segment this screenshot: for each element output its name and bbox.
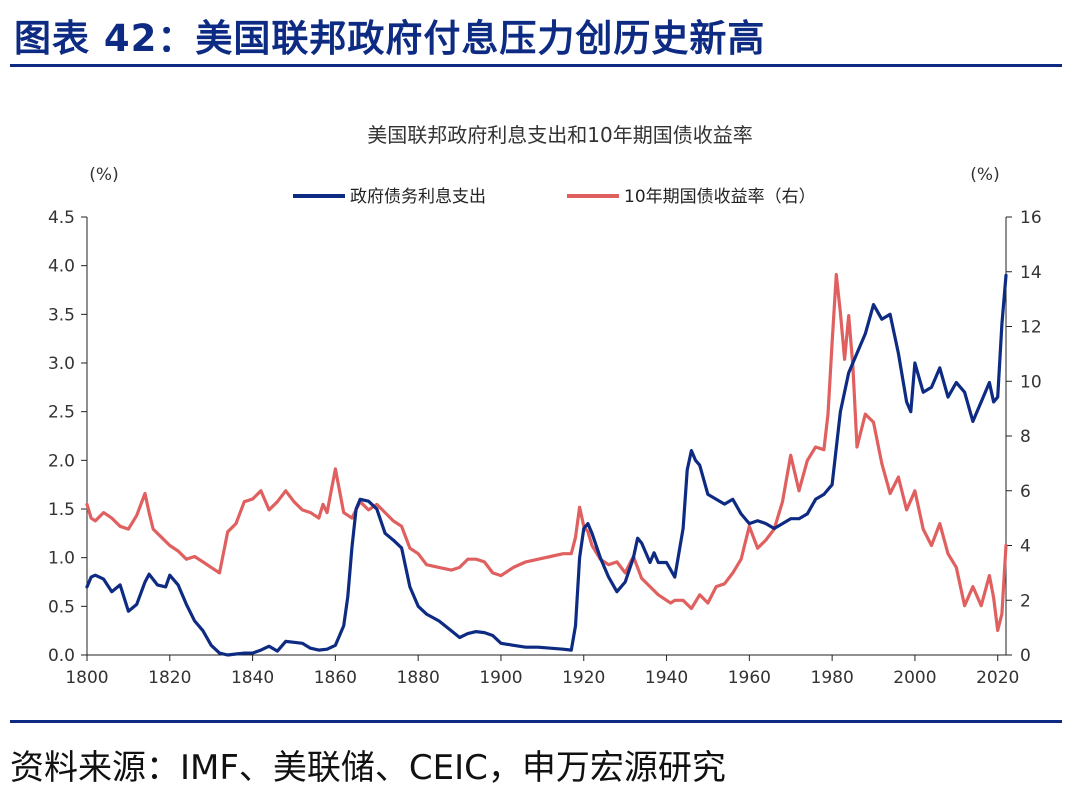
legend: 政府债务利息支出 10年期国债收益率（右） xyxy=(293,187,816,207)
series-line-treasury-yield xyxy=(85,272,1008,632)
right-axis-tick-label: 6 xyxy=(1020,482,1031,502)
figure-title: 图表 42：美国联邦政府付息压力创历史新高 xyxy=(14,17,766,60)
x-axis-tick-label: 1980 xyxy=(811,668,854,688)
left-axis-unit: (%) xyxy=(89,165,118,185)
right-axis-tick-label: 10 xyxy=(1020,372,1042,392)
legend-label-yield: 10年期国债收益率（右） xyxy=(624,187,816,207)
series-layer xyxy=(85,272,1008,657)
x-axis-tick-label: 1920 xyxy=(562,668,605,688)
x-axis-tick-label: 1940 xyxy=(645,668,688,688)
right-axis-tick-label: 0 xyxy=(1020,646,1031,666)
right-axis-tick-label: 12 xyxy=(1020,318,1042,338)
right-axis-tick-label: 8 xyxy=(1020,427,1031,447)
x-axis-tick-label: 1960 xyxy=(728,668,771,688)
left-axis-tick-label: 1.0 xyxy=(48,549,75,569)
x-axis-tick-label: 1860 xyxy=(314,668,357,688)
x-axis-tick-label: 1900 xyxy=(479,668,522,688)
x-axis-tick-label: 1840 xyxy=(231,668,274,688)
left-axis-tick-label: 0.0 xyxy=(48,646,75,666)
left-axis-tick-label: 0.5 xyxy=(48,597,75,617)
left-axis-tick-label: 4.5 xyxy=(48,208,75,228)
series-line-interest-expense xyxy=(85,273,1008,657)
right-axis-unit: (%) xyxy=(970,165,999,185)
chart-canvas: 美国联邦政府利息支出和10年期国债收益率 (%) (%) 政府债务利息支出 10… xyxy=(48,123,1042,688)
right-axis-tick-label: 14 xyxy=(1020,263,1042,283)
x-axis-tick-label: 2000 xyxy=(893,668,936,688)
right-axis-tick-label: 16 xyxy=(1020,208,1042,228)
x-axis-tick-label: 2020 xyxy=(976,668,1019,688)
right-axis-tick-label: 2 xyxy=(1020,591,1031,611)
x-axis-tick-label: 1880 xyxy=(397,668,440,688)
left-axis-tick-label: 3.0 xyxy=(48,354,75,374)
chart-title: 美国联邦政府利息支出和10年期国债收益率 xyxy=(367,123,752,147)
left-axis-tick-label: 1.5 xyxy=(48,500,75,520)
left-axis-tick-label: 2.0 xyxy=(48,451,75,471)
legend-label-interest: 政府债务利息支出 xyxy=(350,187,486,207)
axes: 0.0 0.5 1.0 1.5 2.0 2.5 3.0 3.5 4.0 4.5 0 2 4 6 8 10 12 1… xyxy=(48,208,1042,688)
right-axis-tick-label: 4 xyxy=(1020,537,1031,557)
x-axis-tick-label: 1800 xyxy=(65,668,108,688)
x-axis-tick-label: 1820 xyxy=(148,668,191,688)
left-axis-tick-label: 4.0 xyxy=(48,257,75,277)
source-note: 资料来源：IMF、美联储、CEIC，申万宏源研究 xyxy=(10,748,726,788)
title-divider xyxy=(10,64,1062,67)
left-axis-tick-label: 2.5 xyxy=(48,403,75,423)
footer-divider xyxy=(10,720,1062,723)
left-axis-tick-label: 3.5 xyxy=(48,305,75,325)
